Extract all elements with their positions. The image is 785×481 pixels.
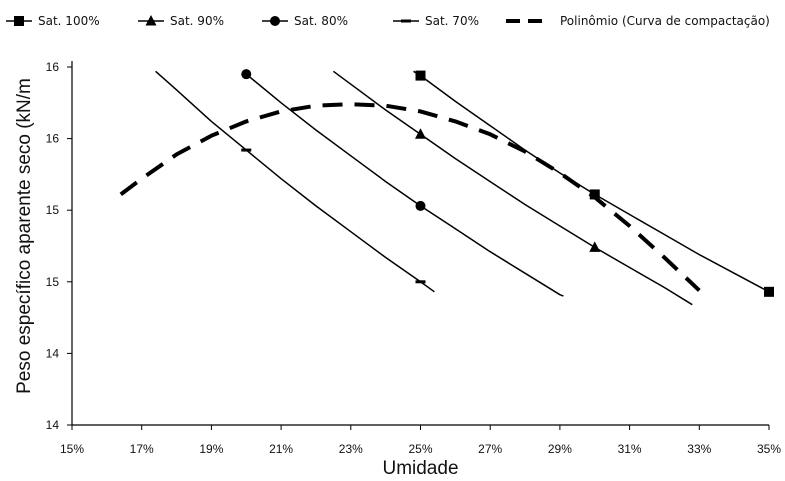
data-point [589, 189, 600, 200]
data-point [764, 286, 774, 297]
data-point [415, 280, 426, 284]
series-1 [413, 70, 774, 297]
legend-label: Sat. 80% [294, 14, 348, 28]
x-tick-label: 27% [478, 442, 502, 456]
x-tick-label: 19% [199, 442, 223, 456]
legend-label: Sat. 100% [38, 14, 100, 28]
legend-marker [401, 19, 411, 23]
y-tick-label: 16 [46, 132, 60, 146]
x-tick-label: 25% [408, 442, 432, 456]
legend: Sat. 100% Sat. 90% Sat. 80% Sat. 70% Polinôm… [6, 14, 770, 28]
legend-item: Sat. 100% [6, 14, 100, 28]
data-point [241, 69, 252, 80]
y-tick-label: 14 [46, 418, 60, 432]
data-point [589, 241, 601, 252]
data-point [415, 128, 426, 139]
legend-item: Sat. 80% [262, 14, 348, 28]
legend-marker [14, 16, 24, 26]
data-point [241, 148, 252, 152]
series-3 [241, 69, 564, 297]
legend-marker [145, 15, 157, 26]
legend-label: Polinômio (Curva de compactação) [560, 14, 770, 28]
y-tick-label: 15 [46, 275, 60, 289]
axes: 15% 17% 19% 21% 23% 25% 27% 29% 31% 33% 35% 14 14 15 1… [46, 60, 782, 456]
series-line [119, 102, 701, 292]
data-point [415, 200, 426, 211]
y-tick-label: 16 [46, 60, 60, 74]
x-tick-label: 21% [269, 442, 293, 456]
y-tick-label: 15 [46, 203, 60, 217]
x-tick-label: 33% [687, 442, 711, 456]
series-line [155, 70, 435, 293]
series-line [332, 70, 693, 306]
data-point [415, 70, 426, 81]
x-tick-label: 23% [339, 442, 363, 456]
legend-label: Sat. 90% [170, 14, 224, 28]
y-axis-title: Peso específico aparente seco (kN/m [14, 78, 35, 394]
series-2 [332, 70, 693, 306]
series-5 [119, 102, 701, 292]
x-tick-label: 31% [618, 442, 642, 456]
legend-item: Sat. 70% [393, 14, 479, 28]
x-tick-label: 17% [130, 442, 154, 456]
x-tick-label: 29% [548, 442, 572, 456]
series-line [242, 70, 564, 297]
y-tick-label: 14 [46, 346, 60, 360]
legend-item: Polinômio (Curva de compactação) [506, 14, 770, 28]
legend-label: Sat. 70% [425, 14, 479, 28]
series-4 [155, 70, 435, 293]
plot-area [119, 69, 774, 306]
x-axis-title: Umidade [382, 458, 458, 479]
legend-item: Sat. 90% [138, 14, 224, 28]
x-tick-label: 35% [757, 442, 781, 456]
legend-marker [270, 16, 280, 26]
x-tick-label: 15% [60, 442, 84, 456]
series-line [413, 70, 770, 293]
